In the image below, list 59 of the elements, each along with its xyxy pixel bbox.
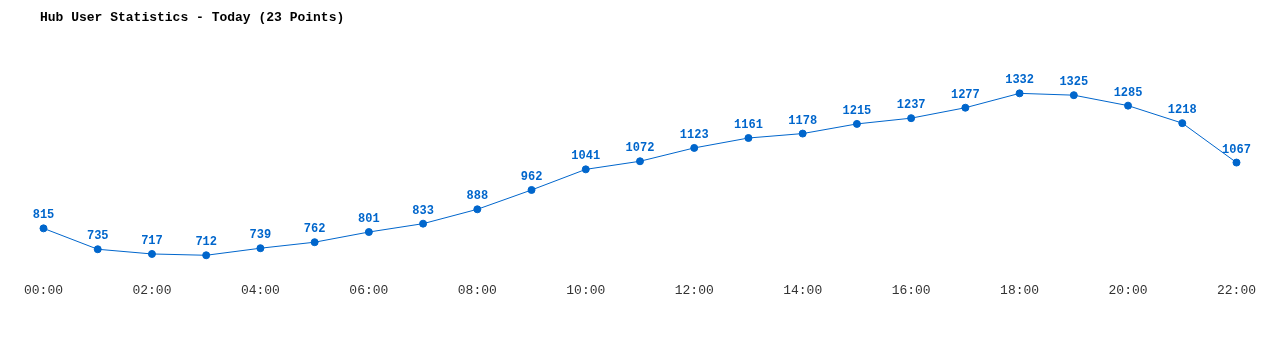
data-label: 1067 (1222, 142, 1251, 157)
point (1178, 119, 1187, 128)
data-label: 739 (249, 228, 272, 243)
x-tick-label: 04:00 (240, 282, 280, 298)
point (1015, 89, 1024, 98)
data-label: 815 (32, 208, 55, 223)
point (852, 119, 861, 128)
point (473, 205, 482, 214)
point (419, 219, 428, 228)
point (1069, 91, 1078, 100)
x-tick-label: 20:00 (1108, 282, 1148, 298)
data-label: 1123 (679, 127, 709, 142)
point (310, 238, 319, 247)
data-label: 762 (303, 222, 326, 237)
point (1124, 101, 1133, 110)
data-label: 717 (141, 233, 163, 248)
point (364, 228, 373, 237)
data-label: 801 (358, 212, 380, 227)
point (39, 224, 48, 233)
point (256, 244, 265, 253)
data-label: 888 (466, 189, 489, 204)
point (147, 249, 156, 258)
point (93, 245, 102, 254)
point (202, 251, 211, 260)
x-tick-label: 02:00 (132, 282, 172, 298)
x-tick-label: 18:00 (1000, 282, 1040, 298)
data-label: 1285 (1113, 85, 1143, 100)
data-label: 1041 (571, 149, 601, 164)
point (636, 157, 644, 166)
chart-title: Hub User Statistics - Today (23 Points) (40, 10, 345, 26)
point (1232, 158, 1241, 167)
data-label: 1277 (950, 87, 980, 102)
data-label: 1178 (788, 113, 818, 128)
point (744, 134, 753, 143)
x-tick-label: 22:00 (1216, 282, 1256, 298)
x-tick-label: 06:00 (349, 282, 389, 298)
point (527, 185, 536, 194)
point (961, 103, 970, 112)
x-tick-label: 16:00 (891, 282, 931, 298)
data-label: 962 (520, 170, 543, 184)
point (690, 143, 699, 152)
point (581, 165, 590, 174)
x-tick-label: 12:00 (674, 282, 714, 298)
data-label: 1332 (1005, 73, 1034, 88)
x-tick-label: 10:00 (566, 282, 606, 298)
point (798, 129, 807, 138)
data-label: 1325 (1059, 75, 1089, 90)
data-label: 833 (412, 203, 434, 218)
data-label: 735 (86, 229, 109, 244)
point (907, 114, 916, 123)
x-tick-label: 14:00 (783, 282, 823, 298)
x-tick-label: 00:00 (24, 282, 64, 298)
data-label: 1072 (625, 141, 655, 156)
data-label: 1161 (734, 118, 763, 133)
data-label: 712 (195, 235, 217, 250)
data-label: 1218 (1167, 103, 1197, 118)
data-label: 1237 (896, 98, 926, 113)
data-label: 1215 (842, 103, 872, 118)
x-tick-label: 08:00 (457, 282, 497, 298)
